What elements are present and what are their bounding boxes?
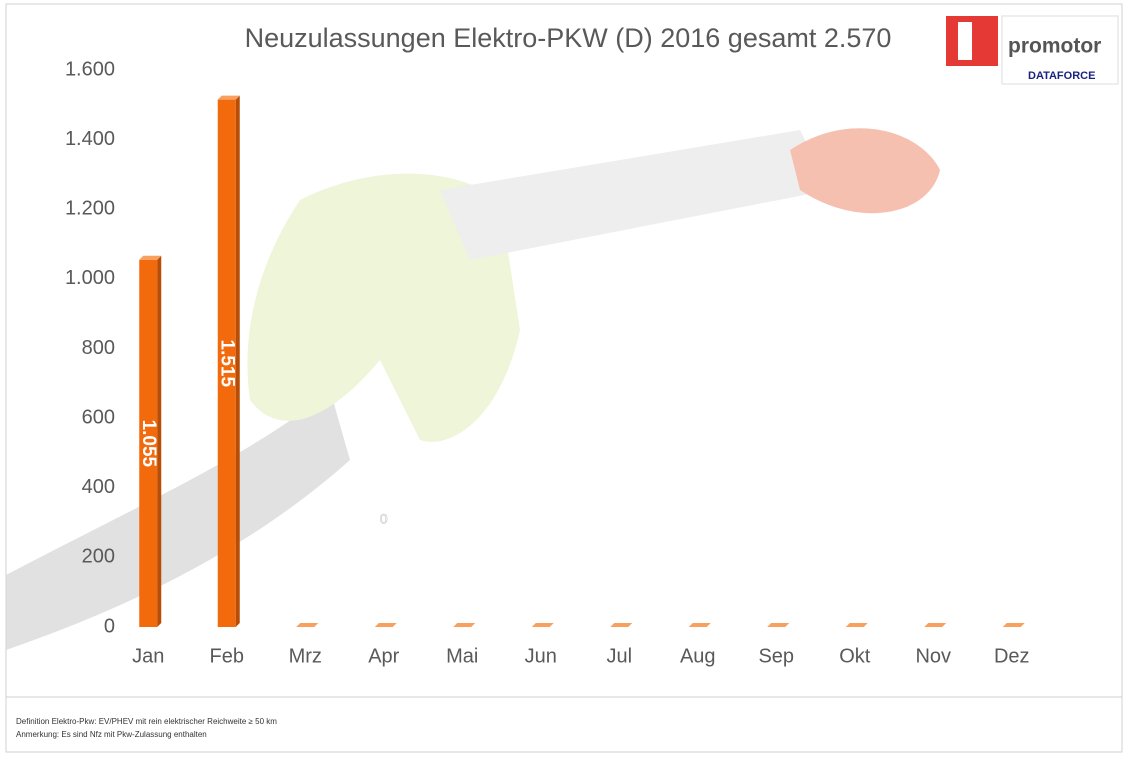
y-tick-label: 0 xyxy=(104,615,115,637)
footnote: Anmerkung: Es sind Nfz mit Pkw-Zulassung… xyxy=(16,730,207,739)
y-tick-label: 600 xyxy=(82,406,115,428)
logo-mark-inner xyxy=(958,22,972,60)
x-tick-label: Apr xyxy=(368,645,399,667)
x-tick-label: Jan xyxy=(132,645,164,667)
y-tick-label: 1.400 xyxy=(65,128,115,150)
value-label: 1.055 xyxy=(138,420,159,468)
chart-title: Neuzulassungen Elektro-PKW (D) 2016 gesa… xyxy=(245,23,892,53)
y-tick-label: 800 xyxy=(82,337,115,359)
x-tick-label: Dez xyxy=(994,645,1030,667)
x-tick-label: Mrz xyxy=(289,645,322,667)
x-tick-label: Sep xyxy=(758,645,794,667)
x-tick-label: Feb xyxy=(210,645,244,667)
y-tick-label: 400 xyxy=(82,476,115,498)
x-tick-label: Nov xyxy=(915,645,951,667)
chart: Neuzulassungen Elektro-PKW (D) 2016 gesa… xyxy=(0,0,1128,758)
y-tick-label: 1.200 xyxy=(65,198,115,220)
value-label: 1.515 xyxy=(217,340,238,388)
value-label: 0 xyxy=(380,511,388,527)
y-tick-label: 1.000 xyxy=(65,267,115,289)
x-tick-label: Jul xyxy=(606,645,632,667)
x-tick-label: Okt xyxy=(839,645,871,667)
footnote: Definition Elektro-Pkw: EV/PHEV mit rein… xyxy=(16,717,277,726)
x-tick-label: Jun xyxy=(525,645,557,667)
logo-name: promotor xyxy=(1008,35,1101,58)
y-tick-label: 200 xyxy=(82,546,115,568)
x-tick-label: Mai xyxy=(446,645,478,667)
x-tick-label: Aug xyxy=(680,645,716,667)
logo-sub: DATAFORCE xyxy=(1028,70,1095,82)
chart-frame xyxy=(6,4,1122,752)
y-tick-label: 1.600 xyxy=(65,58,115,80)
